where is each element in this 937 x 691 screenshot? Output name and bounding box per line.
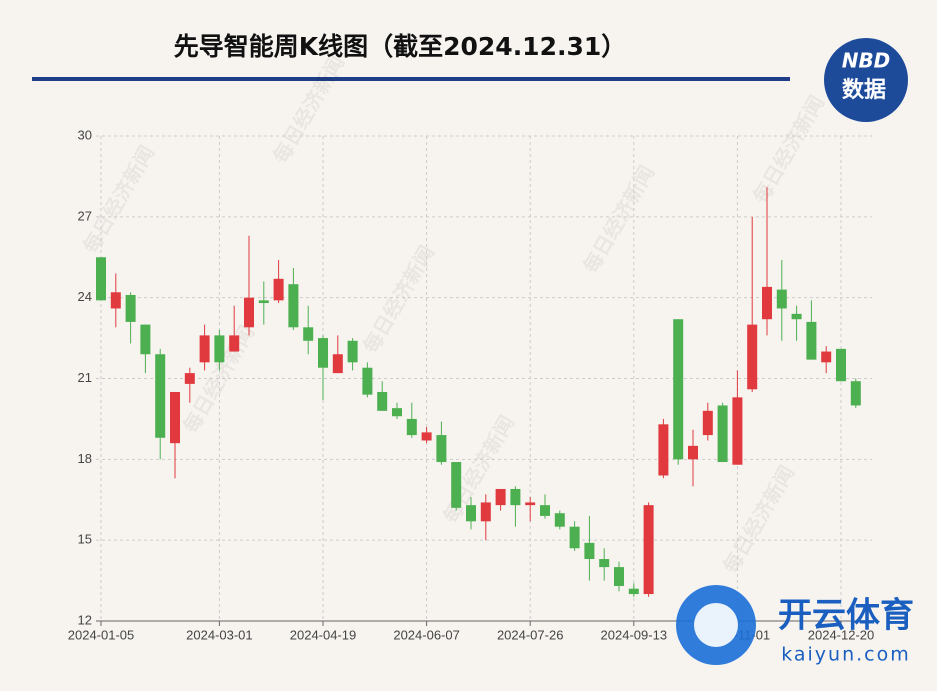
- x-tick-label: 2024-09-13: [601, 627, 668, 642]
- candle-body: [554, 513, 565, 527]
- candle-body: [850, 381, 861, 406]
- candle-body: [199, 335, 210, 363]
- candle-body: [244, 297, 254, 328]
- y-tick-label: 21: [78, 370, 92, 385]
- candle-body: [569, 526, 580, 549]
- candle-body: [140, 324, 151, 355]
- candle-body: [628, 588, 639, 595]
- candle-body: [318, 338, 328, 368]
- candle-body: [377, 391, 388, 411]
- overlay-site: kaiyun.com: [781, 644, 911, 666]
- candle-body: [525, 502, 536, 506]
- candle-body: [406, 418, 417, 436]
- logo-bottom: 数据: [842, 77, 886, 103]
- x-tick-label: 2024-06-07: [393, 627, 460, 642]
- watermark: 每日经济新闻: [78, 141, 159, 257]
- candle-body: [717, 405, 728, 463]
- candle-body: [347, 340, 358, 363]
- candle-body: [776, 289, 787, 309]
- candle-body: [614, 567, 624, 586]
- candle-body: [110, 292, 121, 309]
- y-tick-label: 18: [78, 451, 92, 466]
- candle-body: [421, 432, 432, 441]
- logo-circle: [824, 38, 908, 122]
- watermark: 每日经济新闻: [438, 411, 519, 527]
- y-tick-label: 24: [78, 289, 92, 304]
- candle-body: [258, 300, 269, 304]
- candle-body: [303, 327, 314, 341]
- candle-body: [466, 505, 476, 522]
- candle-body: [806, 321, 817, 360]
- x-tick-label: 2024-03-01: [186, 627, 253, 642]
- candle-body: [170, 391, 180, 444]
- candle-body: [836, 348, 846, 382]
- candle-body: [643, 505, 654, 595]
- watermark: 每日经济新闻: [578, 161, 659, 277]
- candle-body: [392, 408, 402, 417]
- watermark: 每日经济新闻: [268, 51, 349, 167]
- candle-body: [184, 373, 195, 384]
- overlay-brand: 开云体育: [778, 596, 914, 636]
- candle-body: [96, 257, 106, 301]
- overlay-ball: [694, 603, 738, 647]
- y-tick-label: 12: [78, 612, 92, 627]
- overlay: 开云体育 kaiyun.com: [676, 585, 914, 666]
- watermark: 每日经济新闻: [718, 461, 799, 577]
- y-tick-label: 30: [78, 127, 92, 142]
- y-tick-label: 15: [78, 532, 92, 547]
- candle-body: [688, 445, 698, 460]
- candle-body: [288, 284, 299, 328]
- candle-body: [332, 354, 343, 374]
- candle-body: [451, 462, 462, 508]
- candle-body: [702, 410, 713, 436]
- candle-body: [791, 313, 802, 320]
- title-rule: [32, 77, 790, 81]
- x-tick-label: 2024-04-19: [290, 627, 357, 642]
- candle-body: [214, 335, 225, 363]
- chart-title: 先导智能周K线图（截至2024.12.31）: [174, 32, 627, 61]
- candle-body: [155, 354, 166, 438]
- candle-body: [762, 286, 772, 320]
- candle-body: [821, 351, 832, 363]
- candle-body: [540, 505, 550, 516]
- plot: 每日经济新闻每日经济新闻每日经济新闻每日经济新闻每日经济新闻每日经济新闻每日经济…: [68, 51, 875, 642]
- candle-body: [273, 278, 284, 301]
- x-tick-label: 2024-07-26: [497, 627, 564, 642]
- candle-body: [125, 294, 136, 322]
- candle-body: [362, 367, 373, 395]
- y-tick-label: 27: [78, 208, 92, 223]
- candle-body: [495, 488, 506, 506]
- candle-body: [732, 397, 743, 465]
- candle-body: [673, 319, 684, 460]
- candle-body: [229, 335, 240, 352]
- candle-body: [599, 559, 610, 568]
- candle-body: [436, 435, 447, 463]
- x-tick-label: 2024-12-20: [808, 627, 875, 642]
- candle-body: [658, 424, 669, 476]
- candle-body: [747, 324, 758, 390]
- candle-body: [480, 502, 491, 522]
- candle-body: [510, 488, 521, 506]
- watermark: 每日经济新闻: [748, 91, 829, 207]
- candle-body: [584, 542, 595, 560]
- logo-top: NBD: [842, 49, 891, 73]
- x-tick-label: 2024-01-05: [68, 627, 135, 642]
